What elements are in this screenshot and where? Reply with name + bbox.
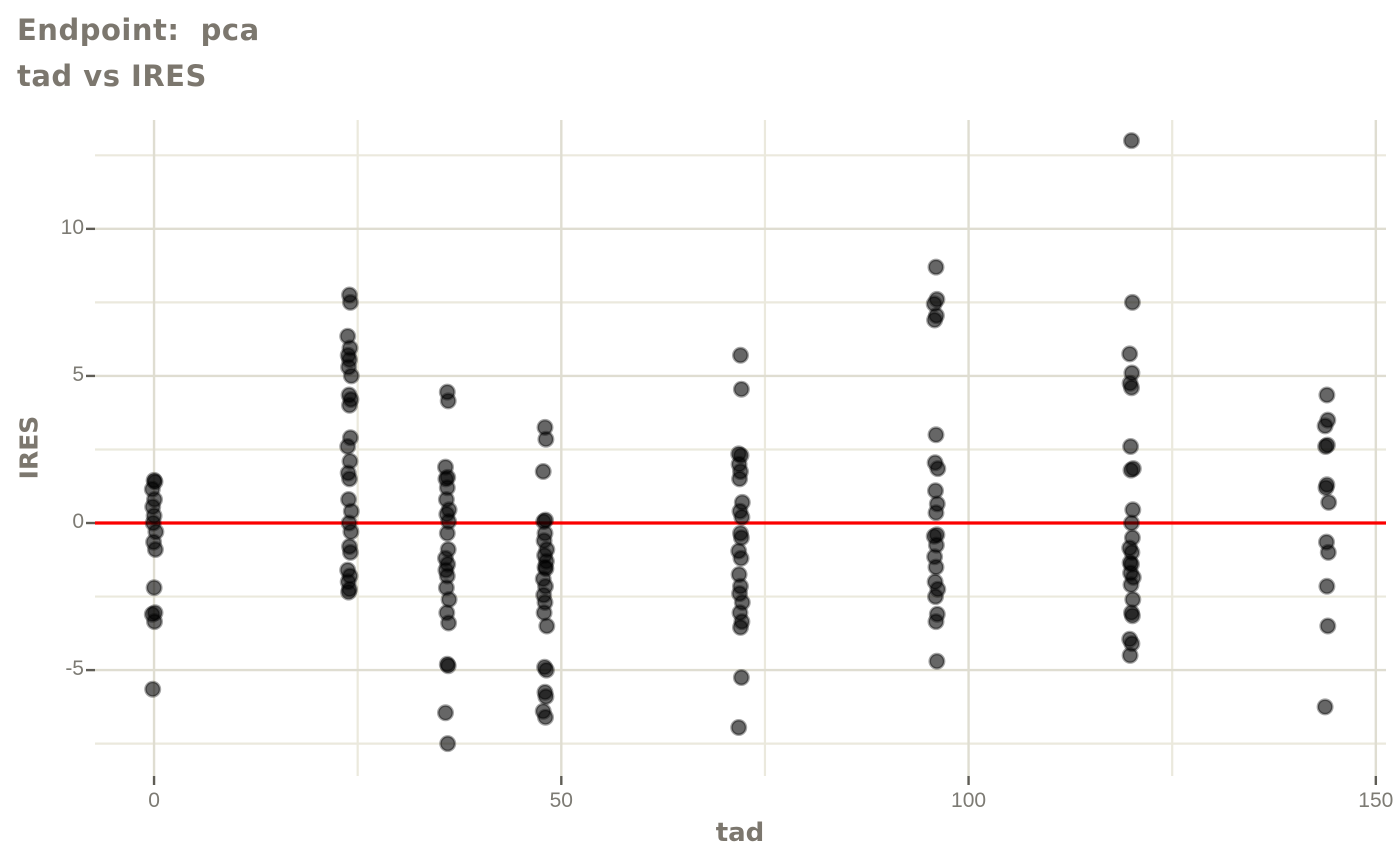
data-point bbox=[341, 543, 359, 561]
data-point bbox=[927, 426, 945, 444]
data-point bbox=[732, 380, 750, 398]
data-point bbox=[144, 680, 162, 698]
data-point bbox=[1319, 617, 1337, 635]
data-point bbox=[1123, 607, 1141, 625]
x-tick-label: 50 bbox=[549, 789, 573, 812]
data-point bbox=[342, 367, 360, 385]
data-point bbox=[537, 688, 555, 706]
data-point bbox=[535, 604, 553, 622]
data-point bbox=[732, 668, 750, 686]
y-tick-label: 0 bbox=[72, 510, 84, 533]
data-point bbox=[730, 718, 748, 736]
data-point bbox=[146, 613, 164, 631]
data-point bbox=[436, 704, 454, 722]
data-point bbox=[1123, 514, 1141, 532]
data-point bbox=[927, 258, 945, 276]
data-point bbox=[1123, 379, 1141, 397]
data-point bbox=[1122, 576, 1140, 594]
data-point bbox=[439, 735, 457, 753]
data-point bbox=[440, 614, 458, 632]
data-point bbox=[1121, 646, 1139, 664]
data-point bbox=[439, 657, 457, 675]
y-tick-label: 10 bbox=[60, 215, 84, 239]
data-point bbox=[1123, 293, 1141, 311]
data-point bbox=[145, 579, 163, 597]
data-point bbox=[926, 311, 944, 329]
data-point bbox=[1122, 437, 1140, 455]
data-point bbox=[536, 708, 554, 726]
axis-tick-marks bbox=[86, 227, 1378, 785]
data-point bbox=[340, 470, 358, 488]
chart-title: Endpoint: pca bbox=[17, 13, 260, 47]
data-point bbox=[1317, 479, 1335, 497]
data-point bbox=[733, 508, 751, 526]
data-point bbox=[339, 437, 357, 455]
data-point bbox=[1123, 132, 1141, 150]
data-point bbox=[438, 524, 456, 542]
data-points bbox=[143, 132, 1338, 753]
data-point bbox=[1316, 698, 1334, 716]
y-tick-label: 5 bbox=[72, 362, 84, 386]
y-tick-label: -5 bbox=[65, 657, 84, 681]
chart-subtitle: tad vs IRES bbox=[17, 59, 207, 93]
data-point bbox=[927, 558, 945, 576]
data-point bbox=[1122, 461, 1140, 479]
data-point bbox=[1319, 543, 1337, 561]
data-point bbox=[340, 583, 358, 601]
data-point bbox=[340, 396, 358, 414]
data-point bbox=[537, 430, 555, 448]
data-point bbox=[1316, 417, 1334, 435]
data-point bbox=[538, 617, 556, 635]
data-point bbox=[534, 462, 552, 480]
data-point bbox=[537, 661, 555, 679]
data-point bbox=[1318, 386, 1336, 404]
data-point bbox=[342, 523, 360, 541]
data-point bbox=[927, 613, 945, 631]
data-point bbox=[732, 529, 750, 547]
data-point bbox=[439, 392, 457, 410]
data-point bbox=[927, 504, 945, 522]
data-point bbox=[731, 470, 749, 488]
data-point bbox=[731, 346, 749, 364]
data-point bbox=[732, 549, 750, 567]
x-tick-label: 0 bbox=[148, 789, 160, 812]
data-point bbox=[928, 652, 946, 670]
data-point bbox=[1320, 493, 1338, 511]
x-axis-title: tad bbox=[715, 818, 765, 848]
x-tick-label: 150 bbox=[1358, 789, 1394, 812]
data-point bbox=[146, 540, 164, 558]
x-tick-label: 100 bbox=[951, 789, 987, 812]
data-point bbox=[929, 460, 947, 478]
data-point bbox=[1318, 577, 1336, 595]
data-point bbox=[1317, 437, 1335, 455]
data-point bbox=[1121, 345, 1139, 363]
data-point bbox=[926, 588, 944, 606]
data-point bbox=[731, 618, 749, 636]
data-point bbox=[341, 293, 359, 311]
